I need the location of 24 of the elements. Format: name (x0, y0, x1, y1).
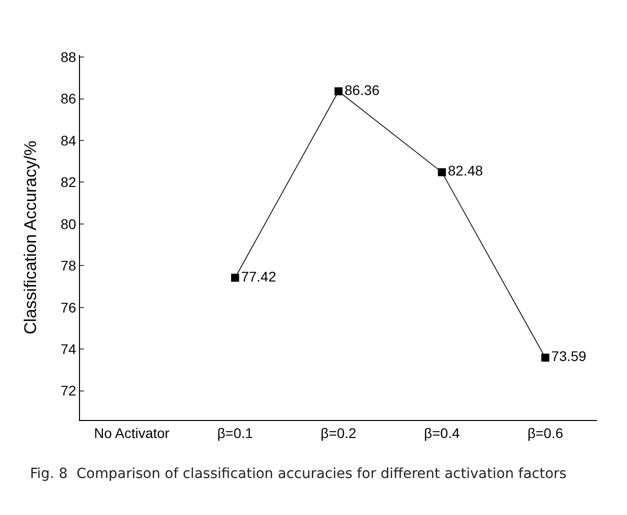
y-tick-label: 88 (60, 48, 76, 65)
data-label: 86.36 (344, 82, 380, 98)
point (334, 87, 342, 96)
x-tick-label: β=0.6 (527, 424, 564, 441)
data-label: 73.59 (551, 348, 587, 364)
x-tick-label: β=0.1 (217, 424, 254, 441)
x-tick-label: β=0.2 (320, 424, 357, 441)
point (541, 354, 550, 362)
data-label: 82.48 (448, 162, 484, 179)
y-tick-label: 76 (60, 299, 76, 316)
y-tick-label: 72 (60, 382, 76, 399)
x-tick-label: No Activator (94, 424, 170, 441)
y-tick-label: 74 (60, 340, 76, 357)
y-axis-title: Classification Accuracy/% (21, 140, 40, 334)
x-tick-label: β=0.4 (424, 424, 460, 441)
y-tick-label: 82 (60, 174, 76, 190)
point (438, 168, 446, 176)
y-tick-label: 80 (60, 216, 76, 232)
y-tick-label: 78 (60, 258, 76, 274)
point (231, 274, 240, 282)
y-tick-label: 84 (60, 132, 76, 148)
data-label: 77.42 (241, 268, 276, 284)
caption: Fig. 8 Comparison of classification accuracies for different activation factors (30, 466, 567, 482)
y-tick-label: 86 (60, 90, 76, 107)
